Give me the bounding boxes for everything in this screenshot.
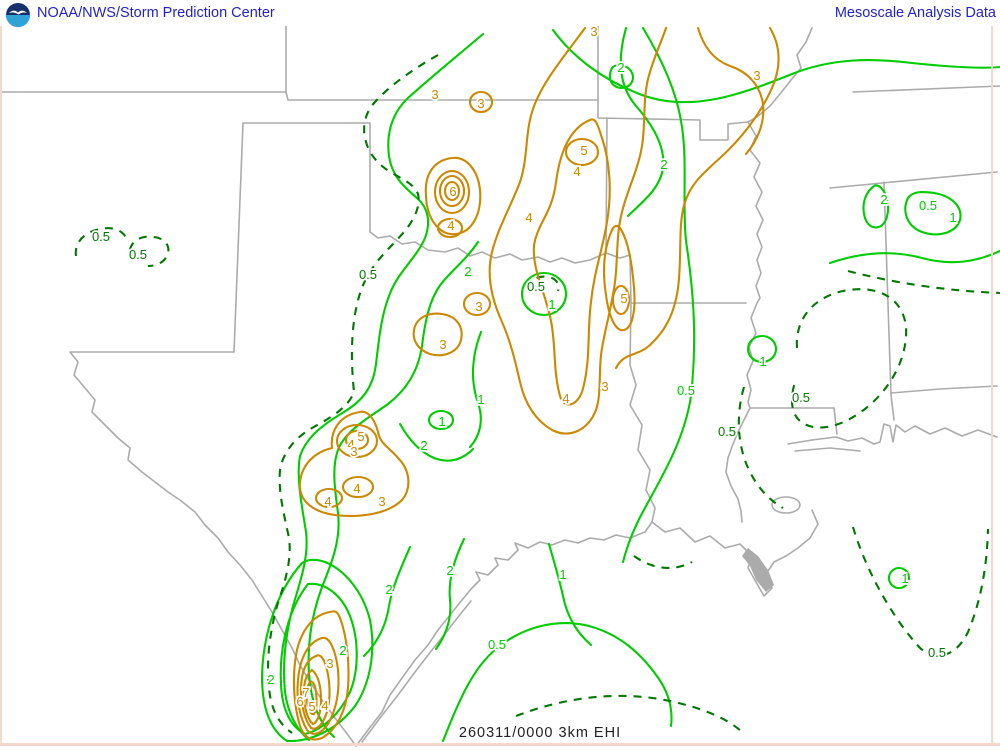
header-title: NOAA/NWS/Storm Prediction Center [37, 5, 275, 21]
contour-label: 0.5 [488, 637, 506, 652]
contour-label: 5 [357, 429, 364, 444]
contour-label: 2 [385, 582, 392, 597]
contour-label: 0.5 [919, 198, 937, 213]
contour-label: 4 [347, 437, 354, 452]
contour-label: 6 [449, 184, 456, 199]
contour-label: 0.5 [928, 645, 946, 660]
contour-label: 1 [901, 571, 908, 586]
noaa-logo-icon [6, 3, 30, 27]
contour-label: 2 [464, 264, 471, 279]
contour-label: 0.5 [792, 390, 810, 405]
contour-label: 0.5 [718, 424, 736, 439]
contour-label: 2 [880, 192, 887, 207]
contour-label: 2 [339, 643, 346, 658]
contour-label: 3 [378, 494, 385, 509]
contour-label: 0.5 [92, 229, 110, 244]
contour-label: 4 [324, 494, 331, 509]
contour-label: 1 [559, 567, 566, 582]
contour-label: 1 [949, 210, 956, 225]
contour-label: 6 [296, 694, 303, 709]
contour-label: 0.5 [677, 383, 695, 398]
contour-label: 1 [438, 414, 445, 429]
contour-label: 3 [590, 24, 597, 39]
contour-label-layer: 0.50.50.50.50.50.50.50.50.50.51111111222… [90, 22, 958, 716]
page-edge-right [991, 26, 993, 745]
contour-label: 0.5 [129, 247, 147, 262]
contour-label: 1 [477, 392, 484, 407]
contour-label: 3 [475, 299, 482, 314]
header-right-title: Mesoscale Analysis Data [834, 5, 996, 21]
page-edge-bottom [0, 743, 1000, 746]
contour-label: 5 [620, 291, 627, 306]
contour-label: 3 [601, 379, 608, 394]
contour-label: 2 [660, 157, 667, 172]
contours-orange [292, 26, 780, 741]
contour-label: 1 [548, 297, 555, 312]
contour-label: 4 [447, 218, 454, 233]
contour-label: 2 [420, 438, 427, 453]
contour-label: 4 [562, 391, 569, 406]
contour-label: 5 [580, 143, 587, 158]
contour-label: 3 [350, 444, 357, 459]
map-caption: 260311/0000 3km EHI [458, 725, 622, 741]
contour-label: 4 [353, 481, 360, 496]
contour-label: 3 [431, 87, 438, 102]
contour-label: 2 [267, 672, 274, 687]
contours-green-solid [260, 26, 1000, 743]
contour-label: 0.5 [359, 267, 377, 282]
contour-label: 1 [759, 354, 766, 369]
contours-green-dashed [74, 54, 1000, 734]
contour-label: 2 [446, 563, 453, 578]
header-bar: NOAA/NWS/Storm Prediction Center Mesosca… [0, 0, 1000, 27]
page-edge-left [0, 26, 2, 745]
contour-label: 4 [525, 210, 532, 225]
contour-label: 0.5 [527, 279, 545, 294]
contour-label: 3 [477, 96, 484, 111]
contour-label: 3 [326, 656, 333, 671]
contour-label: 2 [617, 60, 624, 75]
contour-label: 4 [321, 698, 328, 713]
contour-label: 7 [302, 685, 309, 700]
contour-label: 5 [308, 699, 315, 714]
contour-label: 3 [753, 68, 760, 83]
contour-label: 3 [439, 337, 446, 352]
river-delta [742, 548, 774, 592]
contour-label: 4 [573, 164, 580, 179]
